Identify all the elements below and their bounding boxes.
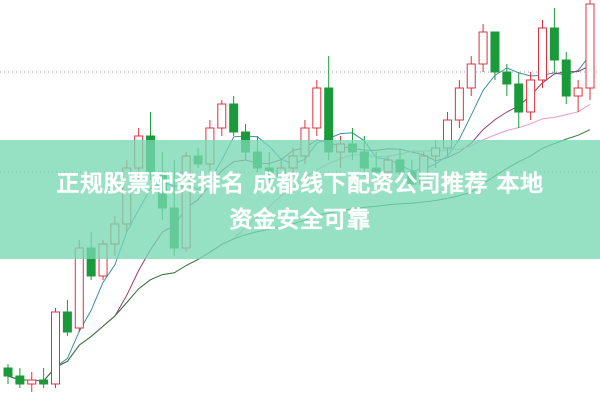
candle-up (466, 63, 476, 89)
candle-down (3, 367, 13, 377)
candle-up (312, 87, 322, 129)
candle-up (526, 79, 536, 113)
candle-down (514, 83, 524, 113)
candle-down (15, 375, 25, 385)
candle-up (74, 247, 84, 329)
candle-up (573, 87, 583, 97)
candle-down (561, 59, 571, 97)
candle-down (62, 311, 72, 333)
banner-line-1: 正规股票配资排名 成都线下配资公司推荐 本地 (56, 171, 544, 197)
candle-up (585, 3, 595, 89)
candle-down (490, 31, 500, 73)
candle-down (39, 379, 49, 385)
candle-up (217, 103, 227, 129)
candle-up (537, 27, 547, 81)
candle-up (478, 31, 488, 65)
banner-text: 正规股票配资排名 成都线下配资公司推荐 本地 资金安全可靠 (0, 166, 600, 238)
candle-down (502, 71, 512, 85)
candle-down (549, 27, 559, 61)
banner-line-2: 资金安全可靠 (229, 207, 371, 233)
title-banner (0, 140, 600, 259)
candle-up (454, 87, 464, 121)
candle-up (51, 311, 61, 385)
candle-down (229, 103, 239, 133)
candle-up (27, 379, 37, 385)
